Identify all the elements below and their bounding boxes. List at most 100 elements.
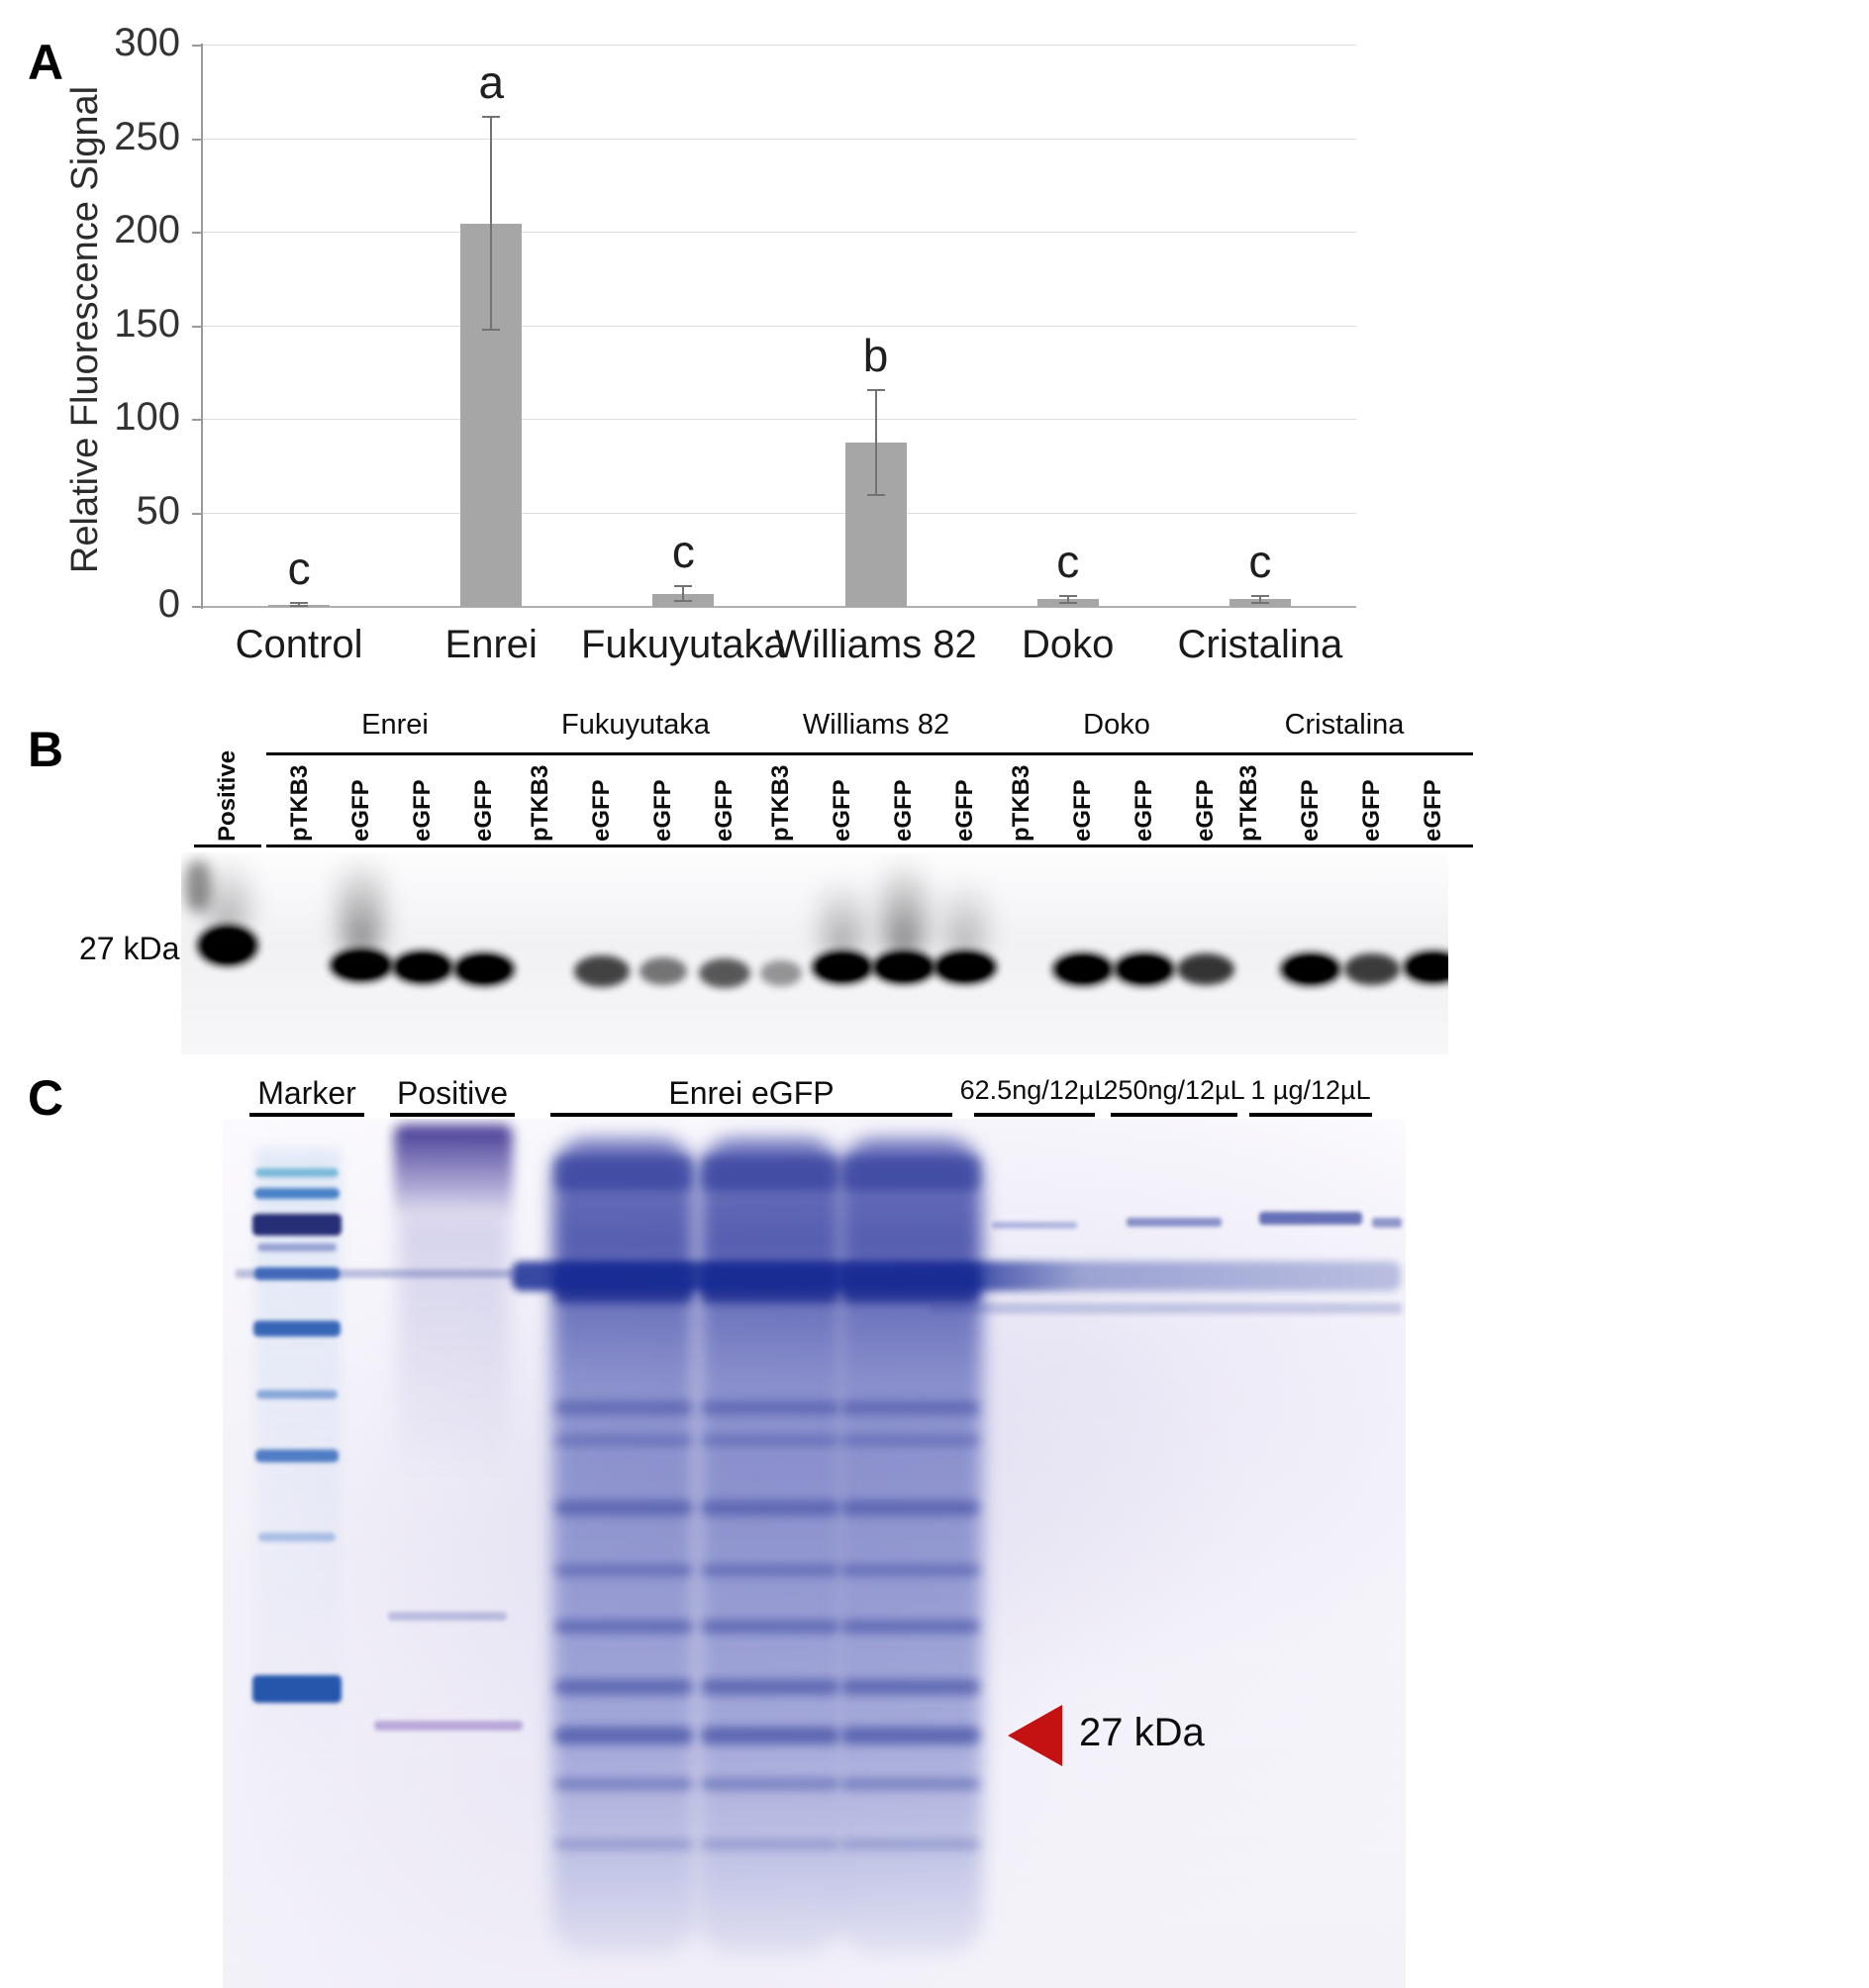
y-axis-tick xyxy=(192,138,203,141)
sig-letter: c xyxy=(1056,535,1080,587)
error-bar-cap xyxy=(482,115,501,118)
sds-page-gel-image xyxy=(223,1119,1406,1988)
gel-sample-band xyxy=(841,1839,980,1849)
gel-std-band xyxy=(1259,1212,1362,1225)
gel-sample-band xyxy=(841,1620,980,1634)
error-bar xyxy=(1066,595,1069,604)
blot-band-smear xyxy=(340,856,383,955)
category-label: Fukuyutaka xyxy=(581,623,786,666)
gel-sample-band xyxy=(701,1679,839,1695)
blot-band-smear xyxy=(882,858,926,957)
blot-group-underline xyxy=(507,845,764,847)
blot-group-underline xyxy=(988,845,1245,847)
gel-marker-band xyxy=(255,1449,339,1462)
y-axis-tick xyxy=(192,419,203,421)
sig-letter: b xyxy=(862,329,889,381)
y-tick-label: 250 xyxy=(114,114,180,158)
blot-band-core xyxy=(1058,956,1108,982)
gel-hband-left xyxy=(236,1269,513,1278)
gridline xyxy=(203,419,1356,420)
blot-group-label: Fukuyutaka xyxy=(561,709,710,741)
gel-marker-band xyxy=(258,1533,336,1541)
sig-letter: a xyxy=(478,55,505,108)
gel-sample-band xyxy=(701,1436,839,1445)
blot-group-underline xyxy=(1216,845,1473,847)
gel-header-label: Marker xyxy=(257,1075,356,1111)
category-label: Williams 82 xyxy=(774,623,977,666)
blot-band-core xyxy=(1409,954,1448,980)
gel-molecular-weight-label: 27 kDa xyxy=(1079,1711,1205,1754)
gel-sample-band xyxy=(701,1401,839,1415)
gel-hband-faint xyxy=(931,1303,1402,1314)
blot-molecular-weight-label: 27 kDa xyxy=(79,931,180,966)
error-bar-cap xyxy=(866,388,885,391)
error-bar xyxy=(874,389,877,495)
gel-header-line xyxy=(1249,1113,1372,1117)
category-label: Enrei xyxy=(444,623,538,666)
blot-band-core xyxy=(1120,956,1169,982)
blot-band-core xyxy=(397,954,448,980)
gel-sample-band xyxy=(554,1401,693,1415)
sig-letter: c xyxy=(1248,535,1272,587)
blot-group-label: Doko xyxy=(1083,709,1150,741)
gel-sample-band xyxy=(554,1839,693,1849)
gel-header-label: 62.5ng/12µL xyxy=(959,1075,1110,1105)
gel-std-band xyxy=(1372,1218,1402,1228)
gel-marker-band xyxy=(252,1675,342,1703)
y-axis-line xyxy=(201,44,203,609)
y-tick-label: 300 xyxy=(114,21,180,64)
gel-header-label: 1 µg/12µL xyxy=(1250,1075,1371,1105)
gel-positive-haze xyxy=(398,1218,509,1475)
blot-band-smear xyxy=(943,878,987,957)
blot-group-line xyxy=(266,752,524,755)
gel-header-line xyxy=(1111,1113,1237,1117)
gel-sample-band xyxy=(701,1778,839,1790)
blot-group-line xyxy=(747,752,1005,755)
gridline xyxy=(203,325,1356,327)
error-bar-cap xyxy=(482,329,501,332)
red-arrow-left-icon xyxy=(1008,1705,1062,1766)
error-bar xyxy=(682,586,685,602)
gel-marker-band xyxy=(254,1188,340,1199)
gel-sample-band xyxy=(841,1778,980,1790)
gel-positive-band xyxy=(374,1721,523,1731)
gel-header-label: Enrei eGFP xyxy=(668,1075,835,1111)
gridline xyxy=(203,45,1356,46)
gridline xyxy=(203,512,1356,514)
western-blot-image xyxy=(181,852,1448,1054)
gel-std-band xyxy=(992,1222,1077,1229)
blot-band-core xyxy=(939,954,991,980)
gel-marker-band xyxy=(257,1243,337,1251)
gel-marker-band xyxy=(256,1390,338,1399)
error-bar-cap xyxy=(866,493,885,496)
gel-sample-band xyxy=(701,1156,839,1190)
category-label: Doko xyxy=(1022,623,1115,666)
gel-hband-main xyxy=(512,1261,1401,1291)
panel-a-label: A xyxy=(28,35,64,90)
gridline xyxy=(203,232,1356,233)
error-bar-cap xyxy=(674,585,693,588)
blot-band xyxy=(699,958,750,988)
gel-std-band xyxy=(1127,1218,1222,1227)
error-bar-cap xyxy=(1058,602,1077,605)
error-bar-cap xyxy=(1250,602,1269,605)
y-axis-tick xyxy=(192,232,203,234)
blot-band-core xyxy=(458,956,510,982)
gridline xyxy=(203,606,1356,608)
blot-group-line xyxy=(988,752,1245,755)
gel-header-label: Positive xyxy=(396,1075,509,1111)
panel-c-label: C xyxy=(28,1070,64,1126)
y-tick-label: 0 xyxy=(157,582,180,626)
gel-sample-band xyxy=(701,1839,839,1849)
y-axis-tick xyxy=(192,325,203,328)
gel-sample-band xyxy=(701,1620,839,1634)
error-bar xyxy=(298,603,301,606)
gel-sample-band xyxy=(554,1620,693,1634)
gel-sample-band xyxy=(701,1727,839,1744)
gel-marker-band xyxy=(253,1321,341,1337)
y-axis-tick xyxy=(192,512,203,515)
blot-group-label: Williams 82 xyxy=(802,709,950,741)
gel-header-line xyxy=(249,1113,364,1117)
